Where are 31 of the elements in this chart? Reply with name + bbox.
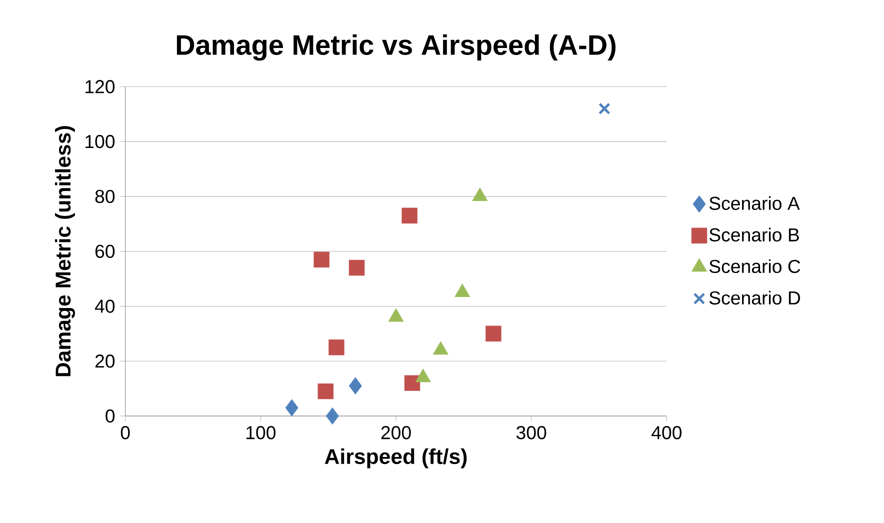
- legend-label: Scenario B: [709, 228, 799, 242]
- point: [348, 260, 365, 276]
- y-tick-label: 80: [95, 190, 115, 204]
- point: [326, 408, 339, 424]
- y-tick-label: 0: [106, 410, 115, 423]
- point: [314, 252, 330, 268]
- y-tick-label: 100: [86, 135, 115, 148]
- y-tick-label: 60: [95, 244, 115, 258]
- point: [328, 340, 344, 356]
- y-tick-label: 120: [86, 80, 115, 94]
- y-tick-label: 40: [94, 300, 115, 313]
- point: [402, 208, 418, 224]
- chart-title: Damage Metric vs Airspeed (A-D): [176, 34, 616, 61]
- y-axis-title: Damage Metric (unitless): [55, 126, 75, 376]
- point: [286, 400, 298, 416]
- point: [598, 102, 610, 115]
- x-tick-label: 300: [516, 426, 546, 440]
- x-tick-label: 0: [120, 426, 130, 440]
- point: [349, 378, 362, 394]
- legend-label: Scenario D: [709, 291, 800, 305]
- y-tick-label: 20: [95, 354, 115, 368]
- legend-label: Scenario A: [709, 196, 800, 210]
- x-tick-label: 200: [381, 426, 411, 440]
- point: [486, 326, 502, 342]
- point: [404, 375, 420, 392]
- point: [318, 384, 334, 400]
- x-tick-label: 400: [652, 426, 682, 440]
- x-tick-label: 100: [246, 426, 276, 440]
- point: [472, 188, 487, 202]
- legend-label: Scenario C: [709, 259, 800, 274]
- x-axis-title: Airspeed (ft/s): [324, 448, 467, 468]
